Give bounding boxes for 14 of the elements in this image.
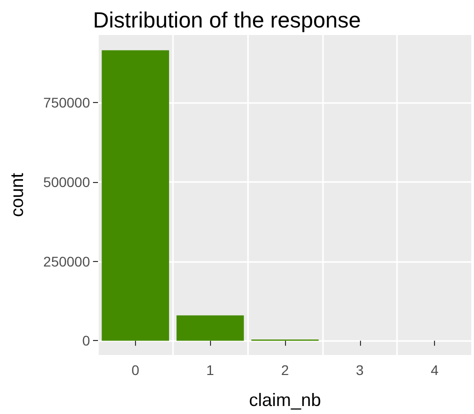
x-tick-label: 2	[281, 362, 290, 378]
x-tick-label: 3	[356, 362, 364, 378]
y-tick-label: 250000	[43, 253, 90, 270]
y-tick-label: 500000	[43, 174, 90, 190]
x-axis-title: claim_nb	[248, 390, 322, 410]
chart-title: Distribution of the response	[93, 8, 361, 32]
bar	[176, 315, 244, 341]
y-tick-label: 750000	[43, 94, 90, 111]
x-tick-label: 1	[206, 362, 214, 378]
y-axis-title: count	[7, 172, 27, 218]
x-tick-label: 0	[132, 362, 140, 378]
y-tick-label: 0	[82, 332, 90, 349]
bar	[102, 50, 170, 341]
x-tick-label: 4	[430, 362, 439, 378]
